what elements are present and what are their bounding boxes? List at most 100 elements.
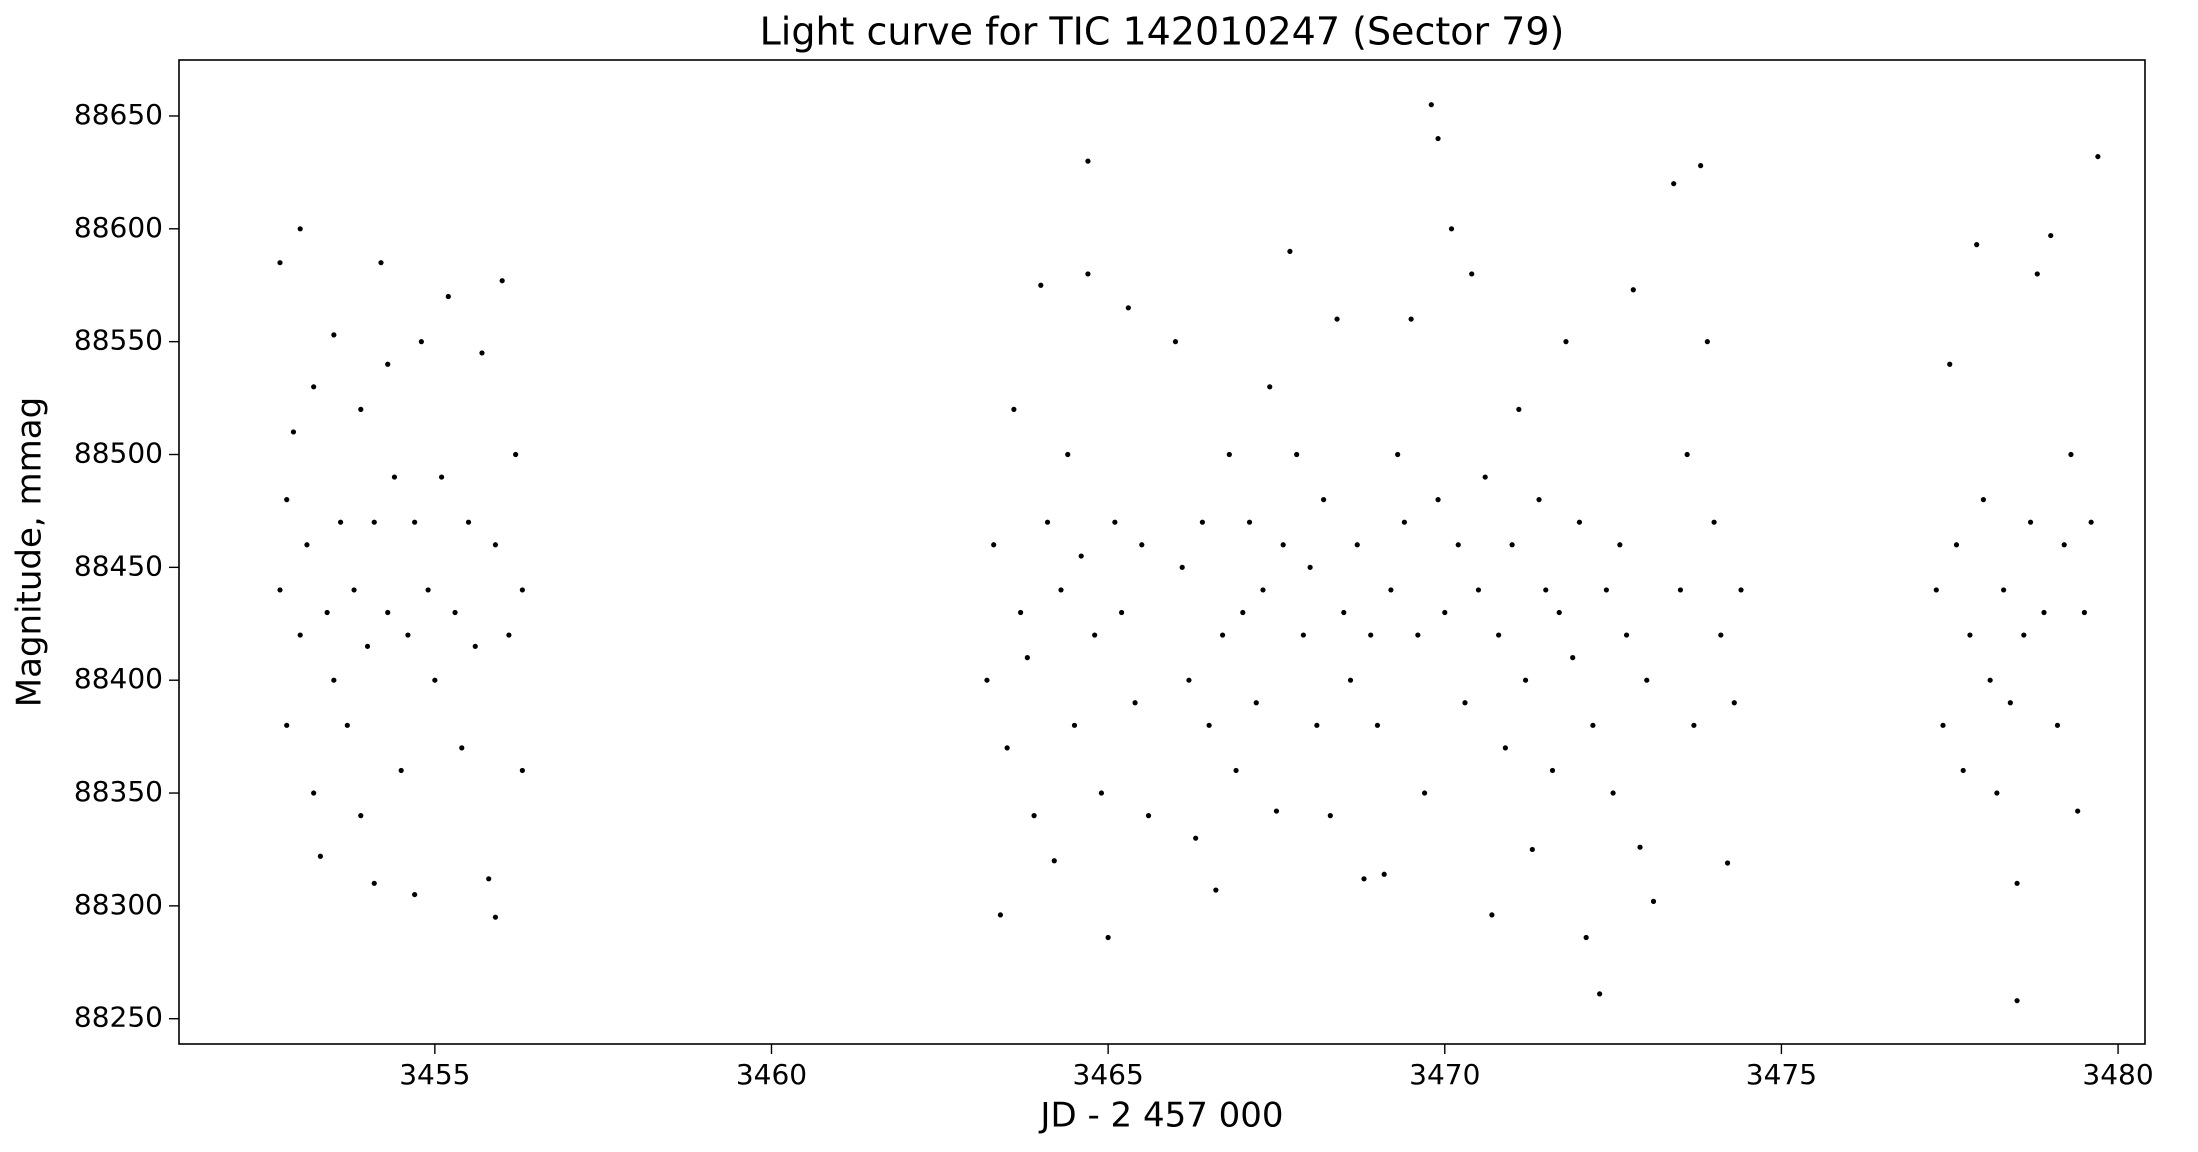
data-point bbox=[331, 332, 337, 338]
data-point bbox=[1947, 361, 1953, 367]
data-point bbox=[1987, 677, 1993, 683]
data-point bbox=[297, 226, 303, 232]
data-point bbox=[1738, 587, 1744, 593]
data-point bbox=[1677, 587, 1684, 593]
data-point bbox=[2014, 998, 2020, 1004]
data-point bbox=[486, 876, 492, 882]
data-point bbox=[385, 361, 391, 367]
data-point bbox=[479, 350, 485, 356]
data-point bbox=[1004, 745, 1010, 751]
data-point bbox=[1354, 542, 1360, 548]
data-point bbox=[1193, 835, 1199, 841]
y-tick-label: 88300 bbox=[74, 888, 163, 921]
data-point bbox=[1226, 451, 1232, 458]
data-point bbox=[1085, 271, 1091, 277]
data-point bbox=[1960, 767, 1966, 774]
data-point bbox=[1038, 282, 1044, 288]
x-tick-label: 3455 bbox=[399, 1058, 470, 1091]
data-point bbox=[1421, 790, 1428, 796]
data-point bbox=[1428, 102, 1434, 108]
data-point bbox=[1018, 609, 1024, 616]
data-point bbox=[1496, 632, 1502, 638]
data-point bbox=[1044, 519, 1051, 525]
data-point bbox=[1994, 790, 2000, 796]
data-point bbox=[1300, 632, 1306, 638]
data-point bbox=[1368, 632, 1374, 638]
data-point bbox=[1092, 632, 1098, 638]
data-point bbox=[1294, 451, 1300, 458]
data-point bbox=[1570, 655, 1576, 661]
data-point bbox=[1213, 887, 1219, 893]
data-point bbox=[1953, 542, 1960, 548]
data-point bbox=[991, 542, 997, 548]
data-point bbox=[1246, 519, 1253, 525]
data-point bbox=[1361, 876, 1367, 882]
data-point bbox=[1671, 181, 1677, 187]
data-point bbox=[1179, 564, 1185, 570]
data-point bbox=[371, 519, 377, 525]
y-tick-label: 88350 bbox=[74, 775, 163, 808]
data-point bbox=[1435, 135, 1441, 142]
data-point bbox=[1051, 858, 1057, 864]
data-point bbox=[1698, 163, 1704, 169]
data-point bbox=[1617, 542, 1623, 548]
data-point bbox=[1206, 722, 1212, 728]
data-point bbox=[519, 767, 525, 774]
x-tick-label: 3480 bbox=[2082, 1058, 2153, 1091]
y-tick-label: 88650 bbox=[74, 98, 163, 131]
data-point bbox=[1105, 934, 1111, 941]
data-point bbox=[1475, 587, 1482, 593]
data-point bbox=[1522, 677, 1529, 683]
data-point bbox=[1711, 519, 1717, 525]
data-point bbox=[1637, 844, 1643, 850]
data-point bbox=[506, 632, 512, 638]
data-point bbox=[1307, 564, 1313, 570]
data-point bbox=[984, 677, 990, 683]
data-point bbox=[1516, 406, 1522, 412]
data-point bbox=[1543, 587, 1549, 593]
y-tick-label: 88400 bbox=[74, 662, 163, 695]
data-point bbox=[358, 813, 364, 819]
data-point bbox=[1347, 677, 1354, 683]
data-point bbox=[1597, 991, 1603, 997]
y-tick-label: 88600 bbox=[74, 211, 163, 244]
data-point bbox=[1455, 542, 1461, 548]
data-point bbox=[2001, 587, 2007, 593]
data-point bbox=[1556, 609, 1562, 616]
data-point bbox=[2027, 519, 2034, 525]
data-point bbox=[1065, 451, 1071, 458]
chart-title: Light curve for TIC 142010247 (Sector 79… bbox=[760, 10, 1565, 54]
y-tick-label: 88500 bbox=[74, 437, 163, 470]
data-point bbox=[1287, 248, 1293, 254]
data-point bbox=[1933, 587, 1939, 593]
x-axis-label: JD - 2 457 000 bbox=[1038, 1096, 1283, 1136]
data-point bbox=[519, 587, 525, 593]
data-point bbox=[297, 632, 303, 638]
data-point bbox=[445, 293, 451, 300]
data-point bbox=[1172, 339, 1179, 345]
data-point bbox=[1273, 808, 1280, 814]
data-point bbox=[1199, 519, 1205, 525]
data-point bbox=[1388, 587, 1394, 593]
data-point bbox=[1435, 497, 1441, 503]
data-point bbox=[1967, 632, 1973, 638]
data-point bbox=[2095, 153, 2101, 160]
data-point bbox=[1442, 609, 1448, 616]
data-point bbox=[432, 677, 438, 683]
data-point bbox=[1610, 790, 1616, 796]
data-point bbox=[465, 519, 472, 525]
data-point bbox=[499, 278, 505, 284]
data-point bbox=[1563, 339, 1569, 345]
data-point bbox=[1374, 722, 1381, 728]
data-point bbox=[1536, 497, 1542, 503]
y-tick-label: 88250 bbox=[74, 1001, 163, 1034]
data-point bbox=[1509, 542, 1515, 548]
data-point bbox=[277, 260, 283, 266]
data-point bbox=[1267, 384, 1273, 390]
data-point bbox=[2088, 519, 2094, 525]
data-point bbox=[1576, 519, 1583, 525]
data-point bbox=[371, 880, 377, 886]
data-point bbox=[412, 519, 418, 525]
data-point bbox=[304, 542, 310, 548]
data-point bbox=[2041, 609, 2047, 616]
